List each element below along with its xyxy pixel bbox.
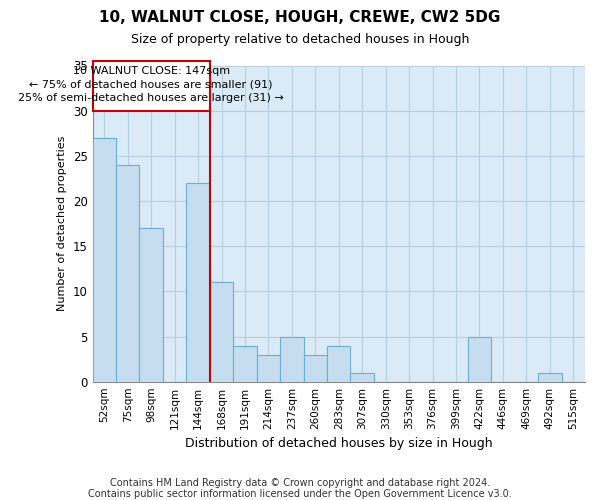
Bar: [468, 336, 491, 382]
Bar: [116, 165, 139, 382]
Bar: [280, 336, 304, 382]
Text: Contains public sector information licensed under the Open Government Licence v3: Contains public sector information licen…: [88, 489, 512, 499]
Bar: [350, 372, 374, 382]
Bar: [327, 346, 350, 382]
Bar: [304, 354, 327, 382]
Bar: [187, 183, 210, 382]
Bar: [233, 346, 257, 382]
Text: 25% of semi-detached houses are larger (31) →: 25% of semi-detached houses are larger (…: [18, 93, 284, 103]
Text: Size of property relative to detached houses in Hough: Size of property relative to detached ho…: [131, 32, 469, 46]
Bar: [257, 354, 280, 382]
Text: 10, WALNUT CLOSE, HOUGH, CREWE, CW2 5DG: 10, WALNUT CLOSE, HOUGH, CREWE, CW2 5DG: [100, 10, 500, 25]
Bar: [92, 138, 116, 382]
Bar: [210, 282, 233, 382]
Bar: [538, 372, 562, 382]
Text: ← 75% of detached houses are smaller (91): ← 75% of detached houses are smaller (91…: [29, 80, 273, 90]
Bar: [139, 228, 163, 382]
X-axis label: Distribution of detached houses by size in Hough: Distribution of detached houses by size …: [185, 437, 493, 450]
Bar: [92, 61, 210, 110]
Text: 10 WALNUT CLOSE: 147sqm: 10 WALNUT CLOSE: 147sqm: [73, 66, 230, 76]
Text: Contains HM Land Registry data © Crown copyright and database right 2024.: Contains HM Land Registry data © Crown c…: [110, 478, 490, 488]
Y-axis label: Number of detached properties: Number of detached properties: [57, 136, 67, 312]
